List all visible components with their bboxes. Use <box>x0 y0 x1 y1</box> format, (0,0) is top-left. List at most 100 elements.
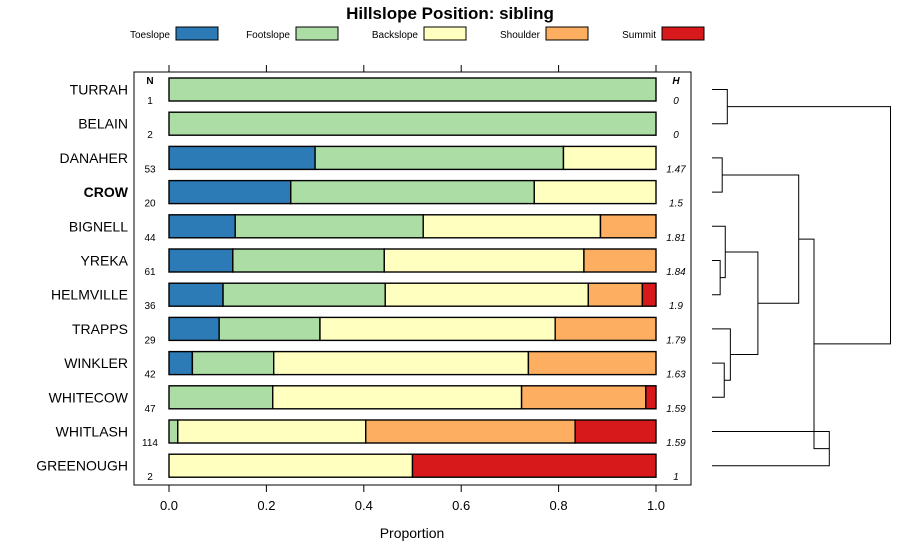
bar-segment-backslope <box>272 385 523 410</box>
bar-row-helmville: HELMVILLE 36 1.9 <box>51 282 683 312</box>
legend-swatch-toeslope <box>175 26 219 41</box>
bar-segment-toeslope <box>168 316 220 342</box>
legend-label-summit: Summit <box>622 30 656 41</box>
dendrogram-link <box>712 225 726 279</box>
bar-segment-backslope <box>384 282 590 307</box>
h-value: 1.59 <box>666 438 686 449</box>
dendrogram-link <box>712 362 725 398</box>
dendrogram-link <box>712 260 721 296</box>
bar-segment-summit <box>574 419 657 444</box>
bar-segment-toeslope <box>168 248 234 273</box>
row-label: WINKLER <box>64 355 128 371</box>
n-value: 2 <box>147 130 153 141</box>
bar-segment-backslope <box>562 145 657 171</box>
bar-segment-toeslope <box>168 282 224 307</box>
n-value: 44 <box>144 233 156 244</box>
h-value: 0 <box>673 96 679 107</box>
bar-row-greenough: GREENOUGH 2 1 <box>36 453 679 483</box>
bar-segment-backslope <box>319 316 556 342</box>
dendrogram-link <box>727 106 891 345</box>
bar-segment-footslope <box>168 111 657 136</box>
bar-segment-shoulder <box>554 316 657 342</box>
row-label: WHITECOW <box>49 389 129 405</box>
x-axis-label: Proportion <box>380 525 445 541</box>
legend-label-footslope: Footslope <box>246 30 290 41</box>
row-label: TURRAH <box>70 82 128 98</box>
bar-segment-backslope <box>383 248 585 273</box>
dendrogram-link <box>712 431 830 467</box>
chart-title: Hillslope Position: sibling <box>346 4 554 23</box>
bar-row-danaher: DANAHER 53 1.47 <box>60 145 686 175</box>
bar-segment-backslope <box>533 179 657 205</box>
n-value: 29 <box>144 335 156 346</box>
bar-row-bignell: BIGNELL 44 1.81 <box>69 214 686 244</box>
h-header: H <box>672 76 680 87</box>
bar-row-trapps: TRAPPS 29 1.79 <box>72 316 686 346</box>
row-label: WHITLASH <box>56 424 128 440</box>
bar-segment-shoulder <box>583 248 657 273</box>
plot-frame <box>133 71 692 486</box>
bar-segment-footslope <box>290 179 535 205</box>
bar-segment-toeslope <box>168 214 236 239</box>
n-value: 114 <box>142 438 158 449</box>
x-axis: 0.0 0.2 0.4 0.6 0.8 1.0 <box>160 65 665 513</box>
row-label: CROW <box>84 184 129 200</box>
h-value: 1.84 <box>666 267 686 278</box>
bar-segment-footslope <box>191 350 275 376</box>
bar-segment-shoulder <box>365 419 576 444</box>
bar-segment-footslope <box>168 77 657 102</box>
dendrogram-link <box>722 174 800 304</box>
dendrogram-link <box>712 328 731 381</box>
row-label: HELMVILLE <box>51 287 128 303</box>
bar-segment-footslope <box>222 282 386 307</box>
h-value: 1.79 <box>666 335 686 346</box>
legend-label-backslope: Backslope <box>372 30 419 41</box>
bar-segment-toeslope <box>168 179 292 205</box>
legend-swatch-backslope <box>423 26 467 41</box>
bar-segment-shoulder <box>599 214 657 239</box>
bar-segment-shoulder <box>587 282 644 307</box>
bar-segment-backslope <box>177 419 367 444</box>
row-label: BELAIN <box>78 116 128 132</box>
bar-segment-footslope <box>314 145 565 171</box>
h-value: 1.47 <box>666 164 686 175</box>
x-tick-label: 1.0 <box>647 498 665 513</box>
bar-row-yreka: YREKA 61 1.84 <box>81 248 686 278</box>
bar-segment-toeslope <box>168 350 194 376</box>
bar-segment-toeslope <box>168 145 316 171</box>
bar-segment-shoulder <box>527 350 657 376</box>
row-label: TRAPPS <box>72 321 128 337</box>
h-value: 1.59 <box>666 404 686 415</box>
n-value: 2 <box>147 472 153 483</box>
bar-segment-summit <box>641 282 657 307</box>
bar-segment-summit <box>411 453 657 478</box>
h-value: 1.63 <box>666 370 686 381</box>
bar-row-whitlash: WHITLASH 114 1.59 <box>56 419 686 449</box>
dendrogram <box>712 89 891 467</box>
x-tick-label: 0.6 <box>452 498 470 513</box>
bar-segment-backslope <box>168 453 414 478</box>
h-value: 1.5 <box>669 199 683 210</box>
bar-segment-footslope <box>168 419 179 444</box>
legend: Toeslope Footslope Backslope Shoulder Summit <box>130 26 705 41</box>
legend-label-toeslope: Toeslope <box>130 30 170 41</box>
legend-label-shoulder: Shoulder <box>500 30 541 41</box>
row-label: YREKA <box>81 253 129 269</box>
bar-segment-footslope <box>168 385 274 410</box>
legend-swatch-footslope <box>295 26 339 41</box>
bar-row-turrah: TURRAH 1 0 <box>70 77 679 107</box>
legend-swatch-summit <box>661 26 705 41</box>
x-tick-label: 0.4 <box>355 498 373 513</box>
bar-segment-footslope <box>232 248 385 273</box>
n-value: 42 <box>144 370 156 381</box>
bar-segment-backslope <box>273 350 530 376</box>
dendrogram-link <box>712 89 728 125</box>
x-tick-label: 0.2 <box>257 498 275 513</box>
n-value: 47 <box>144 404 156 415</box>
n-value: 53 <box>144 164 156 175</box>
bar-segment-shoulder <box>520 385 647 410</box>
bar-segment-summit <box>645 385 657 410</box>
h-value: 1.9 <box>669 301 683 312</box>
